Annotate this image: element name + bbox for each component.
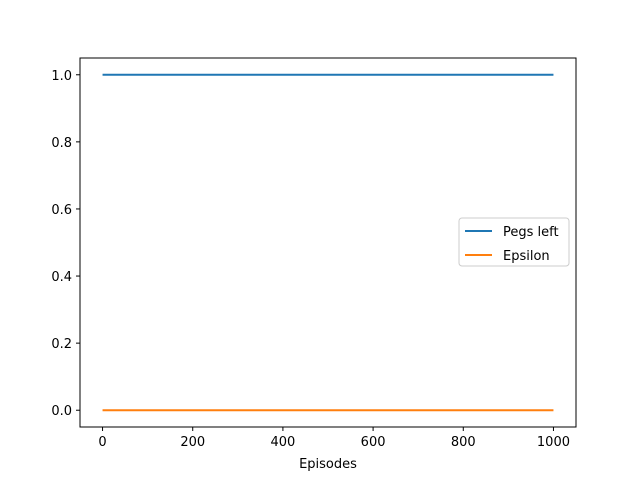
y-axis-ticks: 0.0 0.2 0.4 0.6 0.8 1.0: [51, 69, 80, 419]
plot-frame: [79, 57, 577, 428]
x-tick-label: 200: [180, 435, 205, 450]
legend-label: Epsilon: [503, 249, 550, 264]
y-tick-label: 0.2: [51, 337, 72, 352]
x-tick-label: 0: [98, 435, 106, 450]
x-axis-ticks: 0 200 400 600 800 1000: [98, 427, 570, 450]
y-tick-label: 0.0: [51, 404, 72, 419]
y-tick-label: 0.8: [51, 136, 72, 151]
x-axis-label: Episodes: [299, 457, 357, 472]
y-tick-label: 0.6: [51, 203, 72, 218]
series-layer: [102, 73, 554, 412]
y-tick-label: 0.4: [51, 270, 72, 285]
x-tick-label: 600: [361, 435, 386, 450]
legend: Pegs left Epsilon: [458, 217, 570, 267]
legend-label: Pegs left: [503, 225, 559, 240]
x-tick-label: 400: [270, 435, 295, 450]
x-tick-label: 800: [451, 435, 476, 450]
x-tick-label: 1000: [537, 435, 570, 450]
y-tick-label: 1.0: [51, 69, 72, 84]
